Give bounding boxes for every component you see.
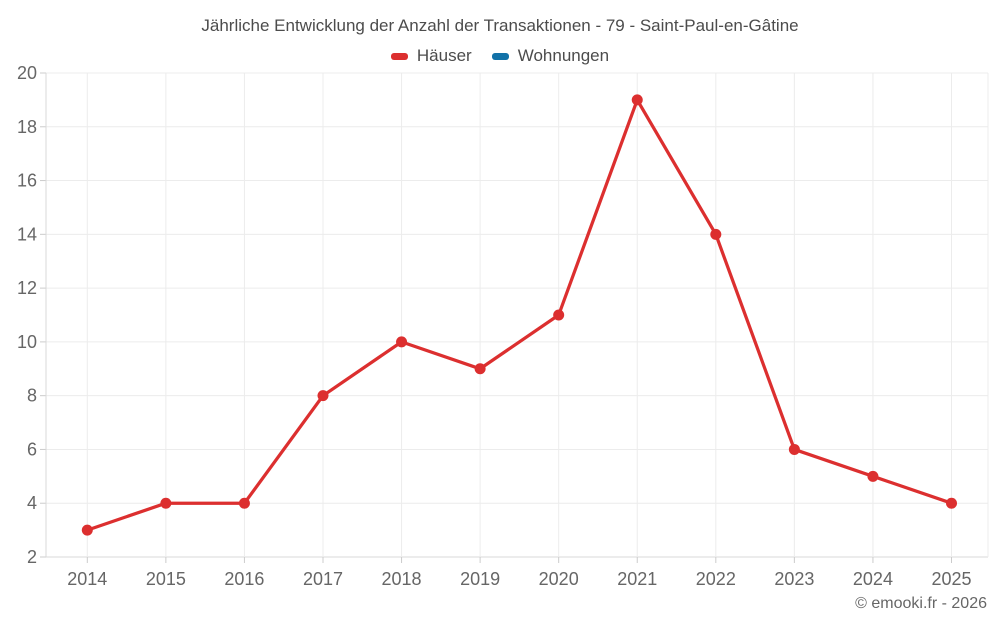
y-tick-label: 2 [27,547,37,567]
x-tick-label: 2023 [774,569,814,589]
y-tick-label: 20 [17,63,37,83]
x-gridlines: 2014 2015 2016 2017 2018 2019 2020 2021 2022 2023… [45,73,989,589]
data-point-2025[interactable] [946,497,957,509]
x-tick-label: 2020 [539,569,579,589]
legend-swatch-wohnungen-icon [491,52,509,60]
data-point-2022[interactable] [710,228,722,240]
legend-item-hauser[interactable]: Häuser [390,46,472,66]
legend: Häuser Wohnungen [0,46,1000,66]
data-point-2019[interactable] [474,363,486,375]
data-point-2023[interactable] [788,443,800,455]
data-point-2016[interactable] [238,497,250,509]
y-tick-label: 12 [17,278,37,298]
y-tick-label: 16 [17,171,37,191]
y-tick-label: 6 [27,439,37,459]
x-tick-label: 2022 [696,569,736,589]
legend-swatch-hauser-icon [390,52,408,60]
x-tick-label: 2021 [617,569,657,589]
series-häuser [81,94,957,536]
legend-label-hauser: Häuser [416,46,472,65]
data-point-2024[interactable] [867,470,879,482]
x-tick-label: 2025 [931,569,971,589]
y-tick-label: 4 [27,493,37,513]
data-point-2015[interactable] [160,497,172,509]
legend-item-wohnungen[interactable]: Wohnungen [491,46,610,66]
data-point-2017[interactable] [317,390,329,402]
y-gridlines: 2 4 6 8 10 12 14 16 18 20 [17,63,988,567]
data-point-2018[interactable] [396,336,408,348]
x-tick-label: 2024 [853,569,893,589]
x-tick-label: 2017 [303,569,343,589]
data-point-2020[interactable] [553,309,565,321]
y-tick-label: 8 [27,386,37,406]
data-point-2021[interactable] [631,94,643,106]
series-line [85,98,954,532]
x-tick-label: 2015 [146,569,186,589]
x-tick-label: 2019 [460,569,500,589]
chart-title: Jährliche Entwicklung der Anzahl der Tra… [201,16,799,35]
y-tick-label: 14 [17,224,37,244]
copyright: © emooki.fr - 2026 [855,595,987,612]
x-tick-label: 2016 [224,569,264,589]
y-tick-label: 18 [17,117,37,137]
x-tick-label: 2014 [67,569,107,589]
data-point-2014[interactable] [81,524,93,536]
legend-label-wohnungen: Wohnungen [517,46,610,65]
y-tick-label: 10 [17,332,37,352]
x-tick-label: 2018 [382,569,422,589]
